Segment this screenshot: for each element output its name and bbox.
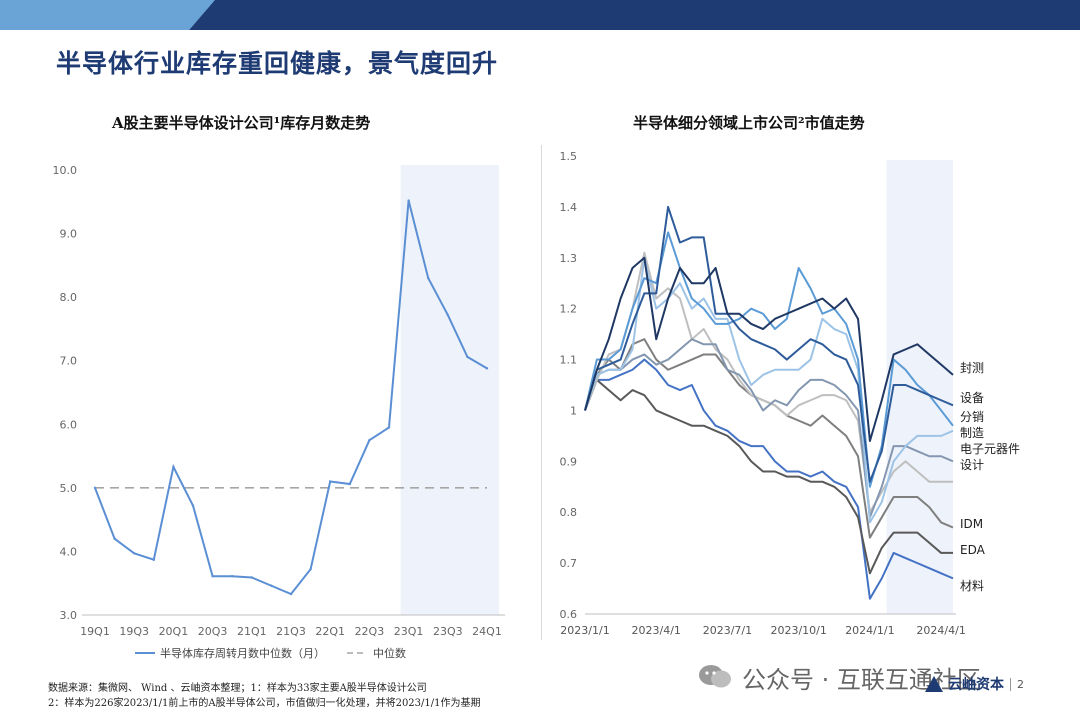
x-tick-label: 2023/4/1 [632,624,681,637]
x-tick-label: 19Q3 [119,625,149,638]
footer-notes: 数据来源：集微网、 Wind 、云岫资本整理；1：样本为33家主要A股半导体设计… [48,681,481,711]
inventory-chart: 3.0 4.0 5.0 6.0 7.0 8.0 9.0 10.0 19Q1 19Q3 20Q1 20Q… [53,164,505,660]
y-tick-label: 0.6 [560,608,578,621]
x-tick-label: 21Q1 [237,625,267,638]
inventory-point [231,575,234,578]
x-tick-label: 21Q3 [276,625,306,638]
series-line-设备 [584,205,954,483]
inventory-point [172,465,175,469]
inventory-point [289,592,293,596]
inventory-point [211,575,214,578]
y-tick-label: 3.0 [60,609,78,622]
x-tick-label: 20Q1 [159,625,189,638]
x-tick-label: 2023/1/1 [560,624,609,637]
x-tick-label: 23Q1 [394,625,424,638]
x-tick-label: 20Q3 [198,625,228,638]
mountain-icon [925,676,943,692]
x-tick-label: 2023/7/1 [703,624,752,637]
series-label-材料: 材料 [960,579,984,593]
y-tick-label: 1.1 [560,354,578,367]
page-number: 2 [1010,677,1024,691]
y-tick-label: 7.0 [60,355,78,368]
series-label-分销: 分销 [960,410,984,424]
brand-logo: 云岫资本 2 [925,674,1024,694]
wechat-icon [699,665,731,688]
inventory-point [387,426,391,429]
logo-text: 云岫资本 [948,677,1004,693]
y-tick-label: 5.0 [60,482,78,495]
inventory-point [368,438,371,442]
x-tick-label: 2024/1/1 [845,624,894,637]
x-tick-label: 24Q1 [472,625,502,638]
top-banner [0,0,1080,30]
inventory-point [309,568,312,571]
inventory-point [93,486,97,490]
x-tick-label: 19Q1 [80,625,110,638]
market-value-chart: 0.6 0.7 0.8 0.9 1 1.1 1.2 1.3 1.4 1.5 2023/1/1 2023… [560,150,1021,637]
y-tick-label: 0.9 [560,455,578,468]
y-tick-label: 0.7 [560,557,578,570]
inventory-point [191,504,195,507]
x-tick-label: 23Q3 [433,625,463,638]
footer-note-1: 数据来源：集微网、 Wind 、云岫资本整理；1：样本为33家主要A股半导体设计… [48,683,427,694]
y-tick-label: 1.3 [560,252,578,265]
chart-divider [541,145,542,640]
inventory-point [407,199,410,202]
inventory-point [270,584,273,587]
y-tick-label: 1.2 [560,303,578,316]
inventory-point [329,480,332,483]
inventory-point [427,276,430,280]
inventory-point [485,367,489,370]
top-banner-accent [0,0,215,30]
y-tick-label: 9.0 [60,228,78,241]
page-title: 半导体行业库存重回健康，景气度回升 [56,49,499,78]
series-label-电子元器件: 电子元器件 [960,442,1020,456]
inventory-point [466,355,469,359]
series-label-封测: 封测 [960,361,984,375]
series-label-设备: 设备 [960,391,984,405]
inventory-point [348,482,351,486]
inventory-point [113,537,116,540]
y-tick-label: 1 [570,404,577,417]
series-line-分销 [584,231,954,488]
x-tick-label: 22Q1 [315,625,345,638]
footer-note-2: 2：样本为226家2023/1/1前上市的A股半导体公司，市值做归一化处理，并将… [48,698,481,709]
series-label-制造: 制造 [960,426,984,440]
series-line-封测 [584,256,954,442]
y-tick-label: 4.0 [60,545,78,558]
legend-main-label: 半导体库存周转月数中位数（月） [160,646,325,660]
series-label-设计: 设计 [960,458,984,472]
y-tick-label: 1.5 [560,150,578,163]
shaded-region [400,165,499,615]
chart2-title: 半导体细分领域上市公司²市值走势 [633,114,865,132]
y-tick-label: 0.8 [560,506,578,519]
x-tick-label: 22Q3 [355,625,385,638]
series-line-材料 [584,358,954,600]
y-tick-label: 6.0 [60,418,78,431]
series-line-设计 [584,251,953,514]
inventory-point [446,313,449,317]
series-label-EDA: EDA [960,543,986,557]
legend-median-label: 中位数 [373,646,406,660]
inventory-point [133,552,136,555]
series-line-EDA [584,378,953,575]
x-tick-label: 2023/10/1 [770,624,826,637]
y-tick-label: 8.0 [60,291,78,304]
x-tick-label: 2024/4/1 [916,624,965,637]
chart1-title: A股主要半导体设计公司¹库存月数走势 [112,114,371,132]
inventory-point [152,558,155,561]
inventory-point [250,576,253,579]
series-line-电子元器件 [584,338,954,519]
y-tick-label: 1.4 [560,201,578,214]
y-tick-label: 10.0 [53,164,78,177]
series-label-IDM: IDM [960,517,983,531]
